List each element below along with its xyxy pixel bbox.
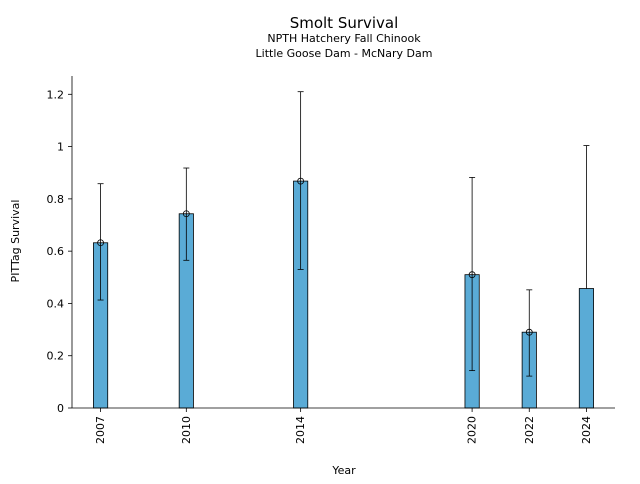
- point-marker-2020: [468, 271, 476, 279]
- chart-subtitle-line-2: Little Goose Dam - McNary Dam: [256, 47, 433, 60]
- y-tick-label-4: 0.8: [47, 193, 65, 206]
- x-tick-label-2007: 2007: [94, 416, 107, 444]
- point-marker-2007: [97, 239, 104, 247]
- point-marker-2010: [182, 210, 190, 218]
- x-tick-label-2020: 2020: [466, 416, 479, 444]
- y-tick-label-0: 0: [57, 402, 64, 415]
- point-marker-2022: [525, 328, 533, 336]
- y-axis-label: PITTag Survival: [9, 200, 22, 283]
- y-tick-label-6: 1.2: [47, 88, 65, 101]
- x-tick-label-2022: 2022: [523, 416, 536, 444]
- bar-2024: [578, 288, 594, 409]
- plot-area: 2007 2010 2014 2020 2022 2024 0 0.2 0.4 0.6 0.8 1 1.…: [47, 76, 615, 444]
- x-tick-label-2024: 2024: [580, 416, 593, 444]
- y-tick-label-3: 0.6: [47, 245, 65, 258]
- point-marker-2014: [297, 177, 305, 185]
- y-tick-label-2: 0.4: [47, 297, 65, 310]
- y-tick-label-5: 1: [57, 141, 64, 154]
- chart-title: Smolt Survival: [290, 14, 399, 32]
- y-tick-label-1: 0.2: [47, 350, 65, 363]
- chart-subtitle-line-1: NPTH Hatchery Fall Chinook: [267, 32, 421, 45]
- x-tick-label-2014: 2014: [294, 416, 307, 444]
- x-axis-label: Year: [331, 464, 356, 477]
- x-tick-label-2010: 2010: [180, 416, 193, 444]
